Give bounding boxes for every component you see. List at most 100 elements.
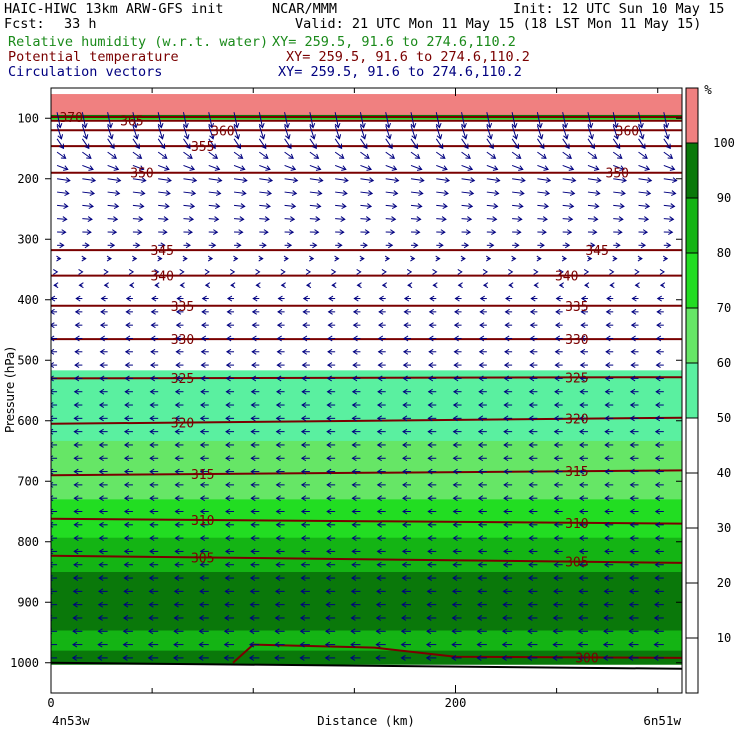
vector-arrowhead (579, 481, 585, 488)
vector-arrowhead (628, 615, 634, 621)
vector-arrowhead (465, 229, 472, 236)
vector-arrowhead (376, 508, 382, 515)
circulation-vector (309, 125, 315, 139)
vector-arrowhead (413, 242, 419, 249)
vector-arrowhead (553, 455, 559, 462)
circulation-vector (208, 151, 218, 159)
vector-arrowhead (132, 255, 138, 262)
vector-arrowhead (630, 375, 636, 382)
vector-arrowhead (277, 308, 283, 315)
vector-arrowhead (629, 455, 635, 462)
vector-arrowhead (427, 402, 433, 408)
vector-arrowhead (376, 588, 382, 595)
y-tick-label: 900 (17, 595, 39, 609)
vector-arrowhead (553, 481, 559, 488)
circulation-vector (410, 191, 423, 195)
vector-arrowhead (482, 268, 489, 275)
circulation-vector (385, 218, 396, 220)
vector-arrowhead (452, 455, 458, 462)
vector-arrowhead (275, 402, 282, 408)
theta-label-330: 330 (171, 333, 194, 348)
vector-arrowhead (544, 190, 551, 196)
rh-band (51, 628, 682, 631)
circulation-vector (107, 204, 119, 207)
vector-arrowhead (300, 535, 307, 542)
vector-arrowhead (604, 508, 610, 515)
vector-arrowhead (403, 322, 409, 329)
vector-arrowhead (179, 282, 185, 289)
circulation-vector (57, 191, 69, 195)
vector-arrowhead (655, 335, 662, 342)
vector-arrowhead (65, 177, 71, 184)
vector-arrowhead (326, 442, 332, 448)
vector-arrowhead (401, 548, 408, 555)
vector-arrowhead (465, 153, 471, 159)
circulation-vector (663, 112, 668, 128)
circulation-vector (537, 151, 547, 159)
vector-arrowhead (61, 229, 67, 236)
circulation-vector (587, 138, 595, 149)
vector-arrowhead (213, 216, 220, 222)
vector-arrowhead (51, 388, 54, 395)
vector-arrowhead (327, 322, 333, 329)
vector-arrowhead (187, 229, 193, 236)
vector-arrowhead (629, 388, 636, 395)
vector-arrowhead (299, 654, 305, 661)
circulation-vector (385, 191, 398, 195)
circulation-vector (410, 112, 415, 128)
vector-arrowhead (59, 143, 65, 150)
circulation-vector (182, 125, 189, 139)
vector-arrowhead (174, 442, 180, 448)
vector-arrowhead (98, 575, 104, 581)
vector-arrowhead (72, 601, 78, 608)
vector-arrowhead (493, 203, 499, 209)
vector-arrowhead (452, 561, 458, 568)
vector-arrowhead (324, 654, 330, 661)
circulation-vector (587, 151, 597, 159)
vector-arrowhead (147, 654, 153, 661)
circulation-vector (461, 164, 473, 170)
vector-arrowhead (578, 588, 584, 595)
vector-arrowhead (655, 362, 661, 369)
vector-arrowhead (122, 628, 128, 635)
vector-arrowhead (334, 255, 340, 262)
circulation-vector (663, 218, 674, 220)
vector-arrowhead (375, 615, 381, 621)
vector-arrowhead (669, 216, 675, 222)
vector-arrowhead (662, 255, 669, 262)
vector-arrowhead (350, 628, 356, 635)
vector-arrowhead (579, 521, 585, 528)
vector-arrowhead (149, 388, 155, 395)
vector-arrowhead (198, 654, 204, 661)
circulation-vector (258, 112, 264, 128)
vector-arrowhead (492, 165, 499, 171)
vector-arrowhead (440, 229, 446, 236)
humidity-fill-layer (51, 94, 682, 693)
rh-band (51, 658, 682, 664)
vector-arrowhead (451, 628, 457, 635)
circulation-vector (663, 178, 677, 182)
circulation-vector (208, 112, 213, 128)
circulation-vector (309, 112, 314, 128)
vector-arrowhead (514, 143, 520, 150)
vector-arrowhead (401, 615, 407, 621)
vector-arrowhead (149, 375, 156, 382)
vector-arrowhead (577, 654, 583, 661)
rh-band (51, 432, 682, 442)
vector-arrowhead (553, 535, 559, 542)
vector-arrowhead (249, 628, 255, 635)
vector-arrowhead (428, 308, 434, 315)
vector-arrowhead (174, 455, 180, 462)
vector-arrowhead (618, 216, 624, 222)
x-axis-label: Distance (km) (317, 713, 415, 728)
vector-arrowhead (99, 388, 105, 395)
vector-arrowhead (628, 654, 634, 661)
circulation-vector (410, 151, 420, 159)
vector-arrowhead (301, 375, 307, 382)
vector-arrowhead (654, 575, 660, 581)
vector-arrowhead (620, 190, 626, 196)
vector-arrowhead (654, 481, 661, 488)
vector-arrowhead (326, 481, 332, 488)
rh-band (51, 642, 682, 648)
circulation-vector (638, 151, 648, 159)
